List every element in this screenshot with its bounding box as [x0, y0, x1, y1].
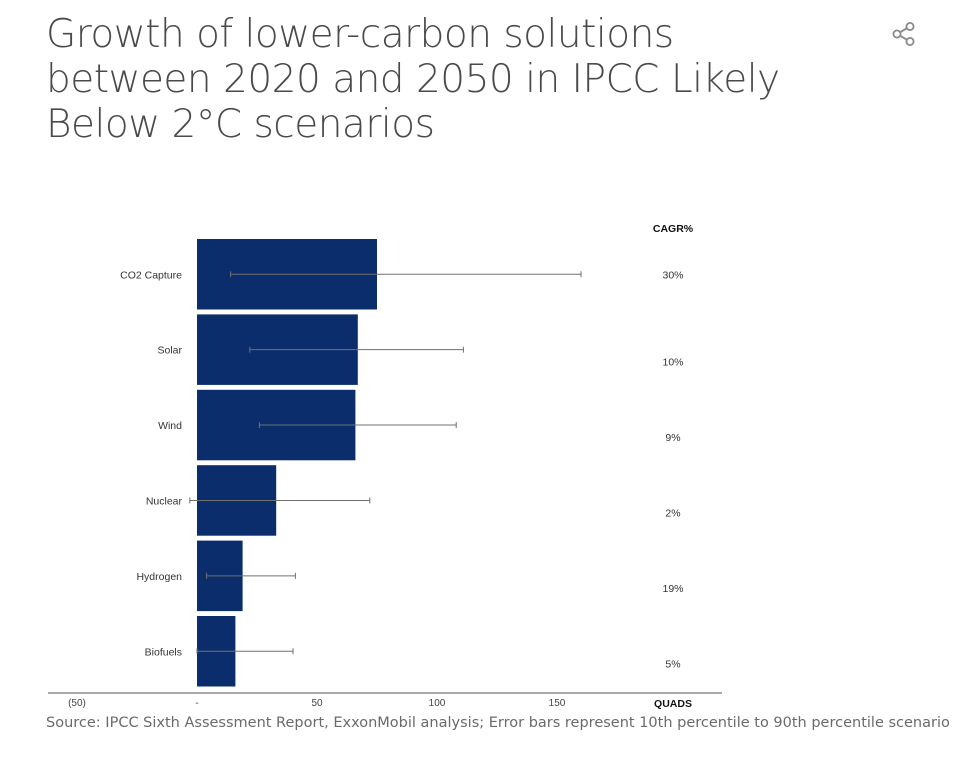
chart-title: Growth of lower-carbon solutions between… — [46, 12, 780, 147]
x-axis-label: QUADS — [654, 698, 692, 710]
category-label: Wind — [158, 420, 182, 432]
x-tick-label: 50 — [311, 698, 323, 709]
share-icon[interactable] — [890, 20, 918, 48]
cagr-value: 19% — [662, 583, 683, 595]
category-label: CO2 Capture — [120, 269, 182, 281]
category-label: Nuclear — [146, 495, 183, 507]
cagr-value: 2% — [665, 507, 680, 519]
x-tick-label: - — [195, 698, 198, 709]
cagr-value: 30% — [662, 269, 683, 281]
x-tick-label: 100 — [429, 698, 446, 709]
cagr-value: 10% — [662, 357, 683, 369]
cagr-value: 5% — [665, 658, 680, 670]
cagr-header: CAGR% — [653, 223, 694, 235]
x-tick-label: (50) — [68, 698, 86, 709]
category-label: Hydrogen — [136, 571, 182, 583]
category-label: Biofuels — [145, 646, 182, 658]
category-label: Solar — [157, 345, 182, 357]
x-tick-label: 150 — [549, 698, 566, 709]
bar-chart: CO2 Capture 30% Solar 10% Wind 9% Nuclear 2% Hyd… — [48, 223, 722, 710]
cagr-value: 9% — [665, 432, 680, 444]
source-note: Source: IPCC Sixth Assessment Report, Ex… — [46, 715, 950, 731]
